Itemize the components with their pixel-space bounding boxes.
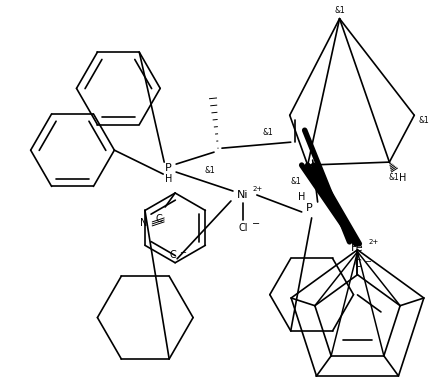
Text: P: P — [165, 163, 171, 173]
Text: −: − — [314, 163, 321, 171]
Text: C: C — [354, 259, 361, 269]
Text: &1: &1 — [389, 173, 400, 182]
Text: &1: &1 — [205, 166, 215, 175]
Text: C: C — [170, 250, 177, 260]
Text: 2+: 2+ — [368, 239, 378, 245]
Text: H: H — [298, 192, 305, 202]
Text: &1: &1 — [262, 128, 273, 137]
Text: &1: &1 — [291, 177, 301, 185]
Text: C: C — [156, 214, 162, 224]
Text: &1: &1 — [334, 6, 345, 15]
Text: H: H — [165, 174, 173, 184]
Text: Ni: Ni — [237, 190, 249, 200]
Text: N: N — [139, 218, 147, 228]
Text: −: − — [180, 248, 187, 257]
Text: C: C — [302, 165, 309, 175]
Text: 2+: 2+ — [253, 186, 263, 192]
Text: −: − — [364, 257, 371, 266]
Text: −: − — [252, 219, 260, 229]
Text: &1: &1 — [419, 116, 430, 125]
Text: Cl: Cl — [238, 223, 248, 233]
Text: P: P — [306, 203, 313, 213]
Text: H: H — [399, 173, 406, 183]
Text: Fe: Fe — [351, 243, 364, 253]
